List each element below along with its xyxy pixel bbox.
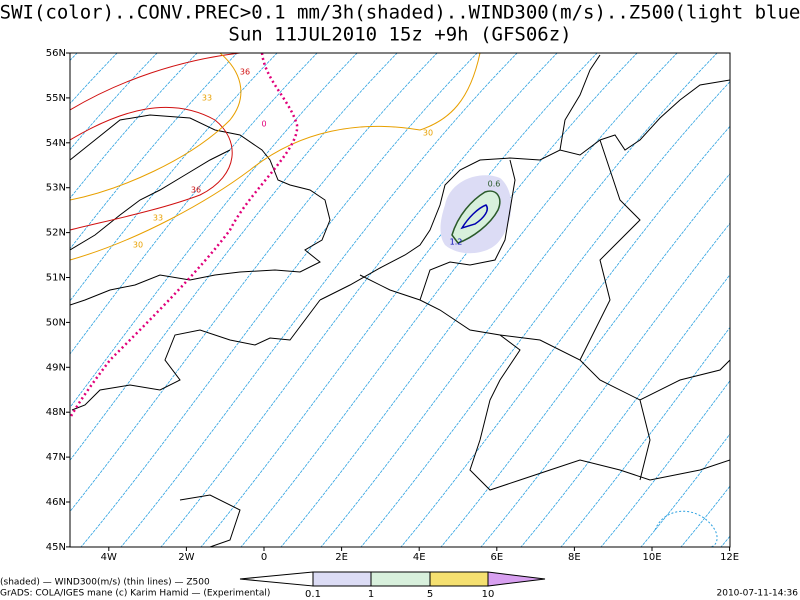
contour-line [70,53,242,201]
lat-label: 50N [46,317,66,328]
wind-line [400,125,730,547]
border [419,159,516,301]
wind-line [560,326,730,547]
contour-line [70,53,241,111]
wind-line [720,535,730,547]
wind-line [70,53,78,62]
colorbar-label: 1 [368,589,374,600]
lon-label: 4W [101,552,117,563]
wind-line [280,53,678,547]
wind-line [750,40,800,560]
colorbar-cap [487,571,546,587]
lat-label: 51N [46,273,66,284]
border [359,274,730,491]
plot-area [0,40,800,560]
contour-label: 30 [133,241,143,250]
colorbar-label: 5 [427,589,433,600]
wind-line [160,53,558,547]
coastline [70,114,331,306]
precip-shade [451,190,501,244]
lon-label: 8E [568,552,581,563]
wind-line [200,53,598,547]
footer-text: GrADS: COLA/IGES mane (c) Karim Hamid — … [0,589,270,599]
lat-labels: 56N 55N 54N 53N 52N 51N 50N 49N 48N 47N 46N 45N [46,48,70,553]
colorbar-box [312,571,372,587]
precip-contour [460,204,488,230]
contour-label: 33 [153,214,163,223]
colorbar-label: 10 [482,589,495,600]
lat-label: 46N [46,497,66,508]
wind-line [520,274,730,547]
contour-line [70,106,233,231]
colorbar: 0.1 1 5 10 [239,571,546,600]
lon-label: 0 [261,552,267,563]
wind-lines [0,40,800,560]
wind-line [70,53,198,199]
title-line: Sun 11JUL2010 15z +9h (GFS06z) [228,24,571,46]
border [639,399,651,481]
contour-label: 36 [240,68,250,77]
wind-line [70,53,278,302]
wind-line [70,53,238,250]
wind-line [320,53,718,547]
wind-line [240,53,638,547]
colorbar-label: 0.1 [305,589,321,600]
wind-line [80,53,478,547]
contour-label: 0 [261,120,266,129]
colorbar-box [429,571,489,587]
wind-line [70,53,318,355]
wind-line [120,53,518,547]
coastline [70,149,231,251]
wind-line [0,40,50,560]
colorbar-cap [239,571,314,587]
contour-label: 30 [423,129,433,138]
lat-label: 48N [46,407,66,418]
timestamp: 2010-07-11-14:36 [717,589,799,599]
contour-line [654,510,718,547]
lat-label: 52N [46,228,66,239]
coastline [71,299,321,411]
lat-label: 45N [46,542,66,553]
wind-line [0,40,10,560]
contour-label: 1.2 [450,238,463,247]
wind-line [680,485,730,547]
wind-line [70,53,438,513]
lat-label: 54N [46,138,66,149]
footer-text: (shaded) — WIND300(m/s) (thin lines) — Z… [0,578,210,588]
lat-label: 56N [46,48,66,59]
lat-label: 53N [46,183,66,194]
wind-line [360,81,730,547]
lon-label: 6E [490,552,503,563]
lon-label: 2E [335,552,348,563]
lon-labels: 4W 2W 0 2E 4E 6E 8E 10E 12E [101,547,739,563]
lon-label: 10E [642,552,661,563]
contour-label: 33 [202,94,212,103]
contour-line [70,53,299,419]
wind-line [600,380,730,547]
coastline [559,54,601,151]
colorbar-box [370,571,431,587]
contour-label: 0.6 [488,180,501,189]
wind-line [480,222,730,547]
lon-label: 12E [720,552,739,563]
lon-label: 4E [413,552,426,563]
contour-line [70,53,481,261]
plot-frame [69,52,731,548]
coastline [319,79,730,301]
border [499,334,730,401]
wind-line [640,433,730,547]
wind-line [440,173,730,547]
wind-line [790,40,800,560]
title-line: *SWI(color)..CONV.PREC>0.1 mm/3h(shaded)… [0,2,800,24]
wind-line [70,53,398,461]
border [579,139,641,361]
lat-label: 55N [46,93,66,104]
contour-labels: 36 33 0 30 36 33 30 0.6 1.2 [133,68,500,250]
lat-label: 49N [46,362,66,373]
lat-label: 47N [46,452,66,463]
lon-label: 2W [178,552,194,563]
contour-label: 36 [191,186,201,195]
coastline [179,494,241,547]
